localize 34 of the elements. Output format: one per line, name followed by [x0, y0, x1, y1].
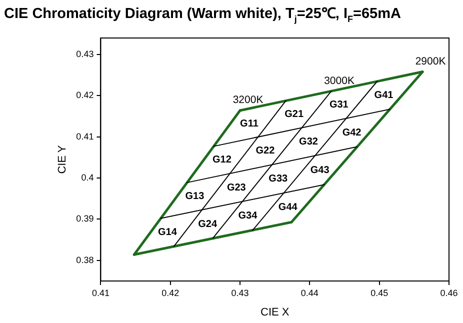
annotation: G44 [278, 202, 298, 214]
annotation: G23 [226, 182, 246, 194]
chart-title: CIE Chromaticity Diagram (Warm white), T$_{j}$=25℃, I$_{F}$=65mA [4, 5, 401, 24]
annotation: G13 [185, 190, 205, 202]
annotation: 2900K [415, 55, 446, 68]
annotation: G22 [256, 146, 276, 157]
annotation: G41 [374, 90, 394, 102]
y-tick-label: 0.43 [76, 48, 94, 59]
y-tick-label: 0.39 [76, 214, 94, 224]
annotation: G43 [310, 164, 330, 176]
annotation: G24 [198, 218, 218, 230]
y-tick-label: 0.38 [76, 254, 94, 265]
x-tick-label: 0.43 [231, 288, 249, 298]
x-tick-label: 0.41 [92, 288, 110, 298]
x-axis-title: CIE X [260, 306, 290, 318]
y-tick-label: 0.41 [76, 131, 94, 142]
y-axis-title: CIE Y [56, 144, 69, 174]
annotation: G12 [212, 154, 232, 166]
annotation: G21 [284, 109, 304, 120]
annotation: G33 [268, 174, 288, 185]
annotation: G32 [299, 136, 318, 148]
annotation: G11 [240, 118, 259, 130]
x-tick-label: 0.42 [162, 288, 180, 298]
x-tick-label: 0.46 [440, 288, 458, 298]
y-tick-label: 0.42 [76, 90, 94, 100]
annotation: G31 [329, 100, 349, 111]
y-tick-label: 0.4 [81, 172, 94, 183]
x-tick-label: 0.45 [370, 288, 388, 298]
annotation: G34 [238, 210, 258, 222]
annotation: G14 [158, 227, 178, 238]
annotation: G42 [342, 127, 362, 138]
x-tick-label: 0.44 [300, 288, 318, 298]
annotation: 3200K [232, 94, 264, 106]
annotation: 3000K [324, 74, 354, 87]
